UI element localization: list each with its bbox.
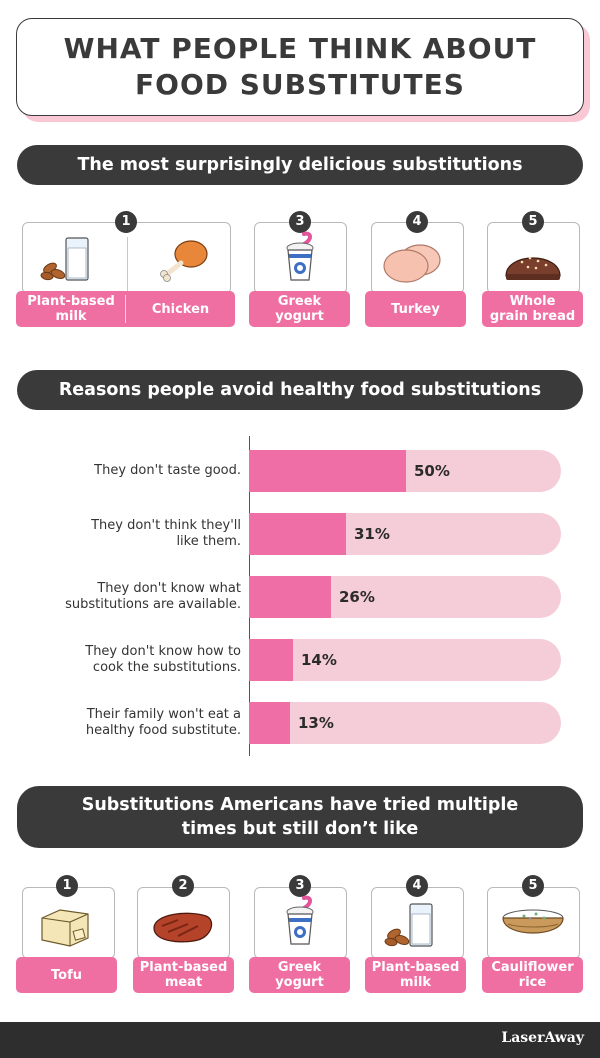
rank-badge-3: 3 (289, 211, 311, 233)
bar-value-label: 13% (298, 714, 334, 732)
label-chicken: Chicken (151, 301, 210, 317)
bar (249, 576, 331, 618)
turkey-slices-icon (383, 244, 441, 283)
bar-value-label: 31% (354, 525, 390, 543)
bar-track (249, 639, 561, 681)
label-whole-grain-bread: Whole grain bread (482, 291, 583, 327)
rank-badge-2: 2 (172, 875, 194, 897)
label-turkey: Turkey (365, 291, 466, 327)
bar (249, 450, 406, 492)
label-group-1 (16, 291, 235, 327)
bar-category-label: They don't know what substitutions are av… (65, 581, 241, 612)
title-line-1: WHAT PEOPLE THINK ABOUT (63, 32, 537, 65)
rank-badge-5: 5 (522, 875, 544, 897)
label-plant-based-milk: Plant-based milk (27, 294, 115, 324)
bread-bun-icon (505, 256, 561, 280)
title-line-2: FOOD SUBSTITUTES (135, 68, 465, 101)
label-plant-based-meat: Plant-based meat (133, 957, 234, 993)
title-card: WHAT PEOPLE THINK ABOUT FOOD SUBSTITUTES (16, 18, 584, 116)
footer-bar: LaserAway (0, 1022, 600, 1058)
label-cauliflower-rice: Cauliflower rice (482, 957, 583, 993)
cauliflower-rice-bowl-icon (502, 909, 564, 934)
tofu-block-icon (41, 909, 89, 947)
label-greek-yogurt: Greek yogurt (249, 291, 350, 327)
bar (249, 639, 293, 681)
rank-badge-1: 1 (115, 211, 137, 233)
section3-heading: Substitutions Americans have tried multi… (17, 786, 583, 848)
bar-category-label: They don't taste good. (94, 463, 241, 478)
bar-value-label: 50% (414, 462, 450, 480)
card-divider (127, 237, 128, 295)
yogurt-cup-icon (286, 231, 314, 281)
section2-heading: Reasons people avoid healthy food substi… (17, 370, 583, 410)
bar-value-label: 26% (339, 588, 375, 606)
chicken-drumstick-icon (160, 240, 208, 282)
bar (249, 702, 290, 744)
label-greek-yogurt-2: Greek yogurt (249, 957, 350, 993)
brand-logo: LaserAway (501, 1030, 584, 1046)
label-tofu: Tofu (16, 957, 117, 993)
milk-glass-with-almonds-icon (40, 237, 89, 281)
bar-category-label: They don't think they'll like them. (91, 518, 241, 549)
section1-heading: The most surprisingly delicious substitu… (17, 145, 583, 185)
bar-track (249, 702, 561, 744)
rank-badge-1: 1 (56, 875, 78, 897)
bar-category-label: They don't know how to cook the substitut… (85, 644, 241, 675)
yogurt-cup-icon (286, 895, 314, 945)
rank-badge-5: 5 (522, 211, 544, 233)
rank-badge-4: 4 (406, 211, 428, 233)
rank-badge-4: 4 (406, 875, 428, 897)
bar (249, 513, 346, 555)
label-divider (125, 295, 126, 323)
steak-icon (153, 912, 213, 943)
rank-badge-3: 3 (289, 875, 311, 897)
milk-glass-with-almonds-icon (384, 903, 433, 947)
bar-category-label: Their family won't eat a healthy food sub… (85, 707, 241, 738)
label-plant-based-milk-2: Plant-based milk (365, 957, 466, 993)
bar-value-label: 14% (301, 651, 337, 669)
